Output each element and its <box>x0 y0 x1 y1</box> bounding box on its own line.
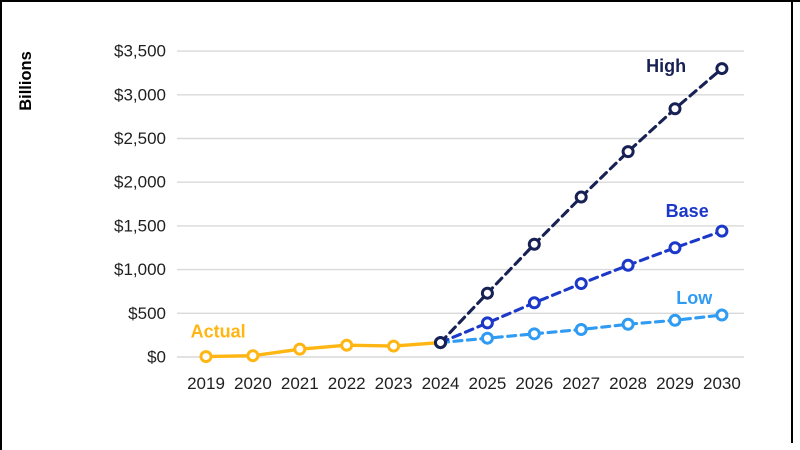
marker-actual <box>293 342 307 356</box>
data-series <box>199 62 729 364</box>
marker-actual <box>199 350 213 364</box>
marker-base <box>480 316 494 330</box>
marker-high <box>715 62 729 76</box>
x-tick-label: 2027 <box>562 374 600 393</box>
x-tick-label: 2021 <box>281 374 319 393</box>
marker-low <box>668 313 682 327</box>
series-label-actual: Actual <box>191 322 246 342</box>
marker-high <box>621 145 635 159</box>
x-tick-label: 2028 <box>609 374 647 393</box>
y-tick-label: $2,000 <box>114 173 166 192</box>
axis-tick-labels: $0 $500 $1,000 $1,500 $2,000 $2,500 $3,000 $3,5… <box>114 42 741 393</box>
series-label-high: High <box>646 56 686 76</box>
marker-low <box>715 308 729 322</box>
series-line-actual <box>204 340 443 359</box>
marker-high <box>480 286 494 300</box>
y-tick-label: $1,500 <box>114 216 166 235</box>
x-tick-label: 2026 <box>515 374 553 393</box>
y-tick-label: $2,500 <box>114 129 166 148</box>
y-tick-label: $3,500 <box>114 42 166 61</box>
y-tick-label: $500 <box>128 304 166 323</box>
frame-border-top <box>0 0 800 2</box>
x-tick-label: 2020 <box>234 374 272 393</box>
marker-low <box>621 317 635 331</box>
marker-actual <box>246 349 260 363</box>
marker-actual <box>340 338 354 352</box>
series-label-base: Base <box>666 201 709 221</box>
x-tick-label: 2023 <box>375 374 413 393</box>
marker-high <box>527 237 541 251</box>
gridlines <box>177 50 744 358</box>
x-tick-label: 2024 <box>422 374 460 393</box>
series-label-low: Low <box>676 288 713 308</box>
x-tick-label: 2030 <box>703 374 741 393</box>
series-labels: Actual High Base Low <box>191 56 714 342</box>
x-tick-label: 2022 <box>328 374 366 393</box>
x-tick-label: 2019 <box>187 374 225 393</box>
y-tick-label: $0 <box>147 348 166 367</box>
marker-base <box>574 277 588 291</box>
marker-low <box>574 322 588 336</box>
marker-high <box>434 336 447 350</box>
x-tick-label: 2025 <box>468 374 506 393</box>
marker-base <box>527 296 541 310</box>
marker-actual <box>387 339 401 353</box>
marker-high <box>668 102 682 116</box>
frame-border-right <box>791 0 793 443</box>
y-tick-label: $3,000 <box>114 85 166 104</box>
marker-base <box>668 241 682 255</box>
y-tick-label: $1,000 <box>114 260 166 279</box>
marker-base <box>621 258 635 272</box>
y-axis-title: Billions <box>17 51 35 111</box>
x-tick-label: 2029 <box>656 374 694 393</box>
marker-low <box>527 327 541 341</box>
marker-high <box>574 190 588 204</box>
marker-base <box>715 224 729 238</box>
marker-low <box>480 331 494 345</box>
frame-border-left <box>0 0 2 450</box>
